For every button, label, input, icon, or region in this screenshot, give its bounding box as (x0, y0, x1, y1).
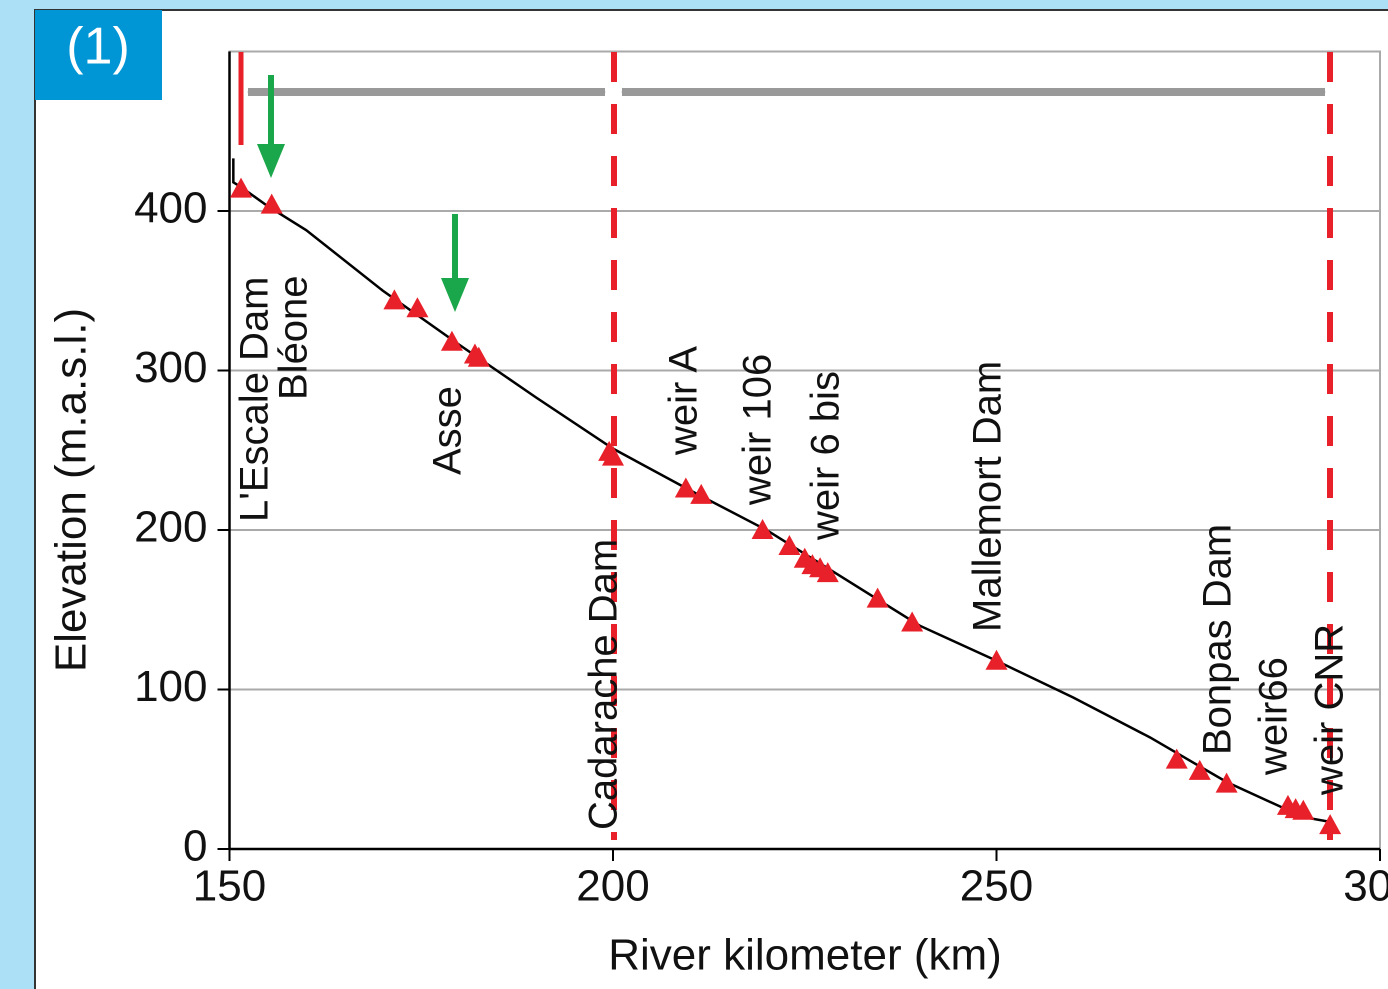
x-tick-label: 150 (193, 862, 266, 911)
panel-label: (1) (66, 18, 130, 76)
panel (34, 9, 1388, 989)
dam-marker (816, 562, 839, 583)
dam-marker (1292, 799, 1315, 820)
tributary-arrow-head (441, 278, 469, 312)
dam-marker (690, 483, 713, 504)
x-tick-label: 300 (1343, 862, 1388, 911)
tributary-arrow-head (257, 144, 285, 178)
y-tick-label: 200 (134, 503, 207, 552)
dam-marker (440, 330, 463, 351)
dam-marker (1319, 814, 1342, 835)
annotation: Bonpas Dam (1196, 524, 1240, 755)
annotation: Bléone (272, 275, 316, 400)
y-axis-label: Elevation (m.a.s.l.) (47, 308, 96, 672)
annotation: L'Escale Dam (233, 276, 277, 522)
x-tick-label: 200 (576, 862, 649, 911)
annotation: Asse (426, 386, 470, 475)
dam-marker (778, 534, 801, 555)
annotation: weir66 (1252, 657, 1296, 776)
dam-marker (602, 445, 624, 466)
dam-marker (230, 177, 253, 198)
annotation: weir CNR (1308, 624, 1352, 796)
annotation: weir A (662, 346, 706, 456)
dam-marker (674, 477, 697, 498)
annotation: Mallemort Dam (966, 361, 1010, 632)
dam-marker (1188, 759, 1211, 780)
y-tick-label: 0 (183, 822, 207, 871)
dam-marker (985, 649, 1008, 670)
x-axis-label: River kilometer (km) (608, 931, 1002, 980)
dam-marker (406, 297, 429, 318)
y-tick-label: 300 (134, 343, 207, 392)
dam-marker (383, 289, 406, 310)
annotation: Cadarache Dam (582, 539, 626, 830)
dam-marker (467, 346, 490, 367)
dam-marker (1215, 772, 1238, 793)
y-tick-label: 100 (134, 662, 207, 711)
dam-marker (260, 193, 283, 214)
panel-label-box (35, 10, 162, 100)
annotation: weir 6 bis (804, 371, 848, 541)
y-tick-label: 400 (134, 184, 207, 233)
dam-marker (751, 519, 774, 539)
dam-marker (901, 611, 924, 632)
dam-marker (1165, 748, 1188, 769)
annotation: weir 106 (736, 354, 780, 506)
x-tick-label: 250 (960, 862, 1033, 911)
dam-marker (866, 587, 889, 608)
